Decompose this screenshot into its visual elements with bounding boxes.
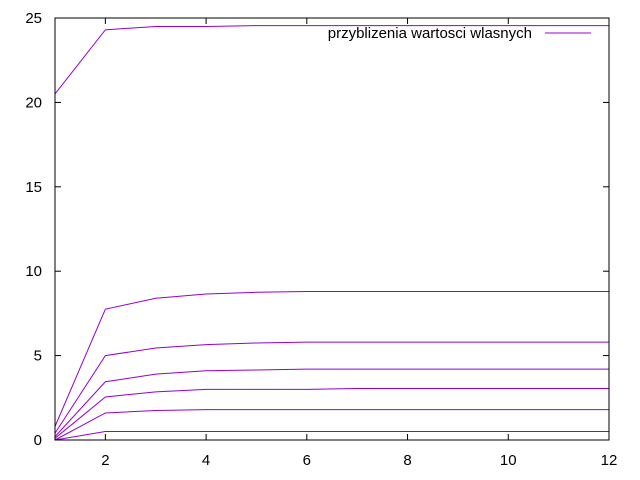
x-tick-label: 12 <box>601 452 618 469</box>
y-tick-label: 5 <box>34 348 42 365</box>
series-line-1 <box>54 431 609 441</box>
plot-border <box>54 17 610 441</box>
series-line-7 <box>54 25 609 95</box>
series-layer <box>54 25 609 441</box>
ticks-layer: 2 4 6 8 10 12 0 5 10 15 20 25 <box>25 10 617 469</box>
legend-label: przyblizenia wartosci wlasnych <box>328 25 532 42</box>
x-tick-label: 4 <box>202 452 210 469</box>
y-tick-label: 20 <box>25 94 42 111</box>
series-line-3 <box>54 388 609 439</box>
y-tick-label: 15 <box>25 179 42 196</box>
x-tick-label: 10 <box>500 452 517 469</box>
x-tick-label: 2 <box>101 452 109 469</box>
x-tick-label: 6 <box>303 452 311 469</box>
y-tick-label: 0 <box>34 432 42 449</box>
legend: przyblizenia wartosci wlasnych <box>328 25 591 42</box>
y-tick-label: 10 <box>25 263 42 280</box>
series-line-2 <box>54 409 609 441</box>
series-line-4 <box>54 368 609 437</box>
series-line-6 <box>54 290 609 427</box>
series-line-5 <box>54 341 609 434</box>
y-tick-label: 25 <box>25 10 42 27</box>
x-tick-label: 8 <box>403 452 411 469</box>
